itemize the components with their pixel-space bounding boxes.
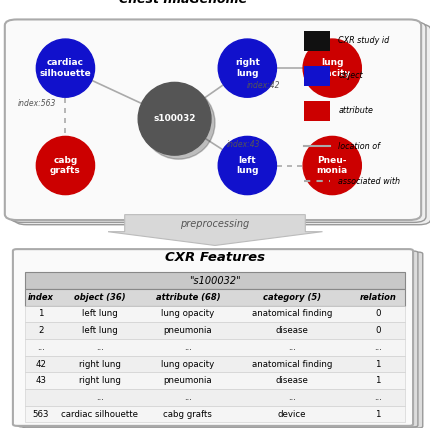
Text: pneumonia: pneumonia	[163, 376, 212, 385]
Text: lung
opacity: lung opacity	[313, 59, 351, 78]
Ellipse shape	[142, 86, 215, 159]
Text: Chest ImaGenome: Chest ImaGenome	[119, 0, 247, 6]
FancyBboxPatch shape	[304, 66, 330, 86]
Text: right lung: right lung	[79, 376, 120, 385]
Text: 1: 1	[375, 376, 381, 385]
Polygon shape	[108, 215, 322, 246]
Text: 1: 1	[375, 410, 381, 419]
Text: preprocessing: preprocessing	[180, 219, 250, 229]
Ellipse shape	[37, 137, 95, 195]
FancyBboxPatch shape	[9, 22, 426, 223]
Text: object (36): object (36)	[74, 293, 126, 302]
Bar	[25, 339, 405, 356]
Text: cardiac
silhouette: cardiac silhouette	[40, 59, 91, 78]
Text: cabg
grafts: cabg grafts	[50, 156, 81, 175]
Text: ...: ...	[288, 343, 296, 352]
Text: anatomical finding: anatomical finding	[252, 360, 332, 369]
Text: CXR study id: CXR study id	[338, 36, 390, 45]
Ellipse shape	[303, 137, 361, 195]
Ellipse shape	[218, 39, 276, 97]
Bar	[25, 289, 405, 306]
Text: 1: 1	[375, 360, 381, 369]
Text: cardiac silhouette: cardiac silhouette	[61, 410, 138, 419]
Text: 0: 0	[375, 326, 381, 335]
Text: ...: ...	[374, 343, 382, 352]
Ellipse shape	[37, 39, 95, 97]
Bar	[25, 372, 405, 389]
Ellipse shape	[218, 137, 276, 195]
Text: location of: location of	[338, 142, 380, 151]
Text: disease: disease	[276, 376, 308, 385]
Text: ...: ...	[37, 343, 45, 352]
Text: category (5): category (5)	[263, 293, 321, 302]
Text: 43: 43	[35, 376, 46, 385]
Text: left lung: left lung	[82, 326, 117, 335]
Text: attribute: attribute	[338, 107, 373, 116]
Text: index:43: index:43	[227, 140, 260, 149]
Text: ...: ...	[184, 343, 192, 352]
Text: CXR Features: CXR Features	[165, 251, 265, 264]
Text: right
lung: right lung	[235, 59, 260, 78]
Text: 0: 0	[375, 309, 381, 318]
Ellipse shape	[138, 83, 211, 155]
Bar	[25, 272, 405, 289]
Text: attribute (68): attribute (68)	[156, 293, 220, 302]
FancyBboxPatch shape	[18, 251, 418, 427]
Text: Pneu-
monia: Pneu- monia	[316, 156, 348, 175]
Bar	[25, 406, 405, 422]
Text: left
lung: left lung	[236, 156, 258, 175]
Text: 2: 2	[38, 326, 43, 335]
FancyBboxPatch shape	[5, 19, 421, 220]
Bar	[25, 322, 405, 339]
Text: lung opacity: lung opacity	[161, 309, 215, 318]
Text: index:563: index:563	[18, 99, 56, 108]
Text: ...: ...	[374, 393, 382, 402]
Text: ...: ...	[96, 343, 104, 352]
Text: associated with: associated with	[338, 177, 400, 186]
FancyBboxPatch shape	[13, 249, 413, 426]
Text: object: object	[338, 71, 363, 80]
Text: index:42: index:42	[247, 81, 280, 90]
Text: disease: disease	[276, 326, 308, 335]
Text: s100032: s100032	[154, 114, 196, 123]
Text: ...: ...	[184, 393, 192, 402]
FancyBboxPatch shape	[15, 24, 430, 225]
Text: device: device	[278, 410, 306, 419]
Text: right lung: right lung	[79, 360, 120, 369]
Text: 563: 563	[33, 410, 49, 419]
Bar	[25, 389, 405, 406]
Bar	[25, 356, 405, 372]
Text: 1: 1	[38, 309, 43, 318]
Bar	[25, 306, 405, 322]
FancyBboxPatch shape	[304, 101, 330, 121]
Text: left lung: left lung	[82, 309, 117, 318]
Text: ...: ...	[288, 393, 296, 402]
Text: cabg grafts: cabg grafts	[163, 410, 212, 419]
FancyBboxPatch shape	[304, 31, 330, 51]
Text: index: index	[28, 293, 54, 302]
Text: ...: ...	[96, 393, 104, 402]
Text: lung opacity: lung opacity	[161, 360, 215, 369]
Ellipse shape	[303, 39, 361, 97]
Text: 42: 42	[35, 360, 46, 369]
FancyBboxPatch shape	[23, 252, 423, 428]
Text: "s100032": "s100032"	[189, 276, 241, 285]
Text: pneumonia: pneumonia	[163, 326, 212, 335]
Text: anatomical finding: anatomical finding	[252, 309, 332, 318]
Text: relation: relation	[359, 293, 396, 302]
